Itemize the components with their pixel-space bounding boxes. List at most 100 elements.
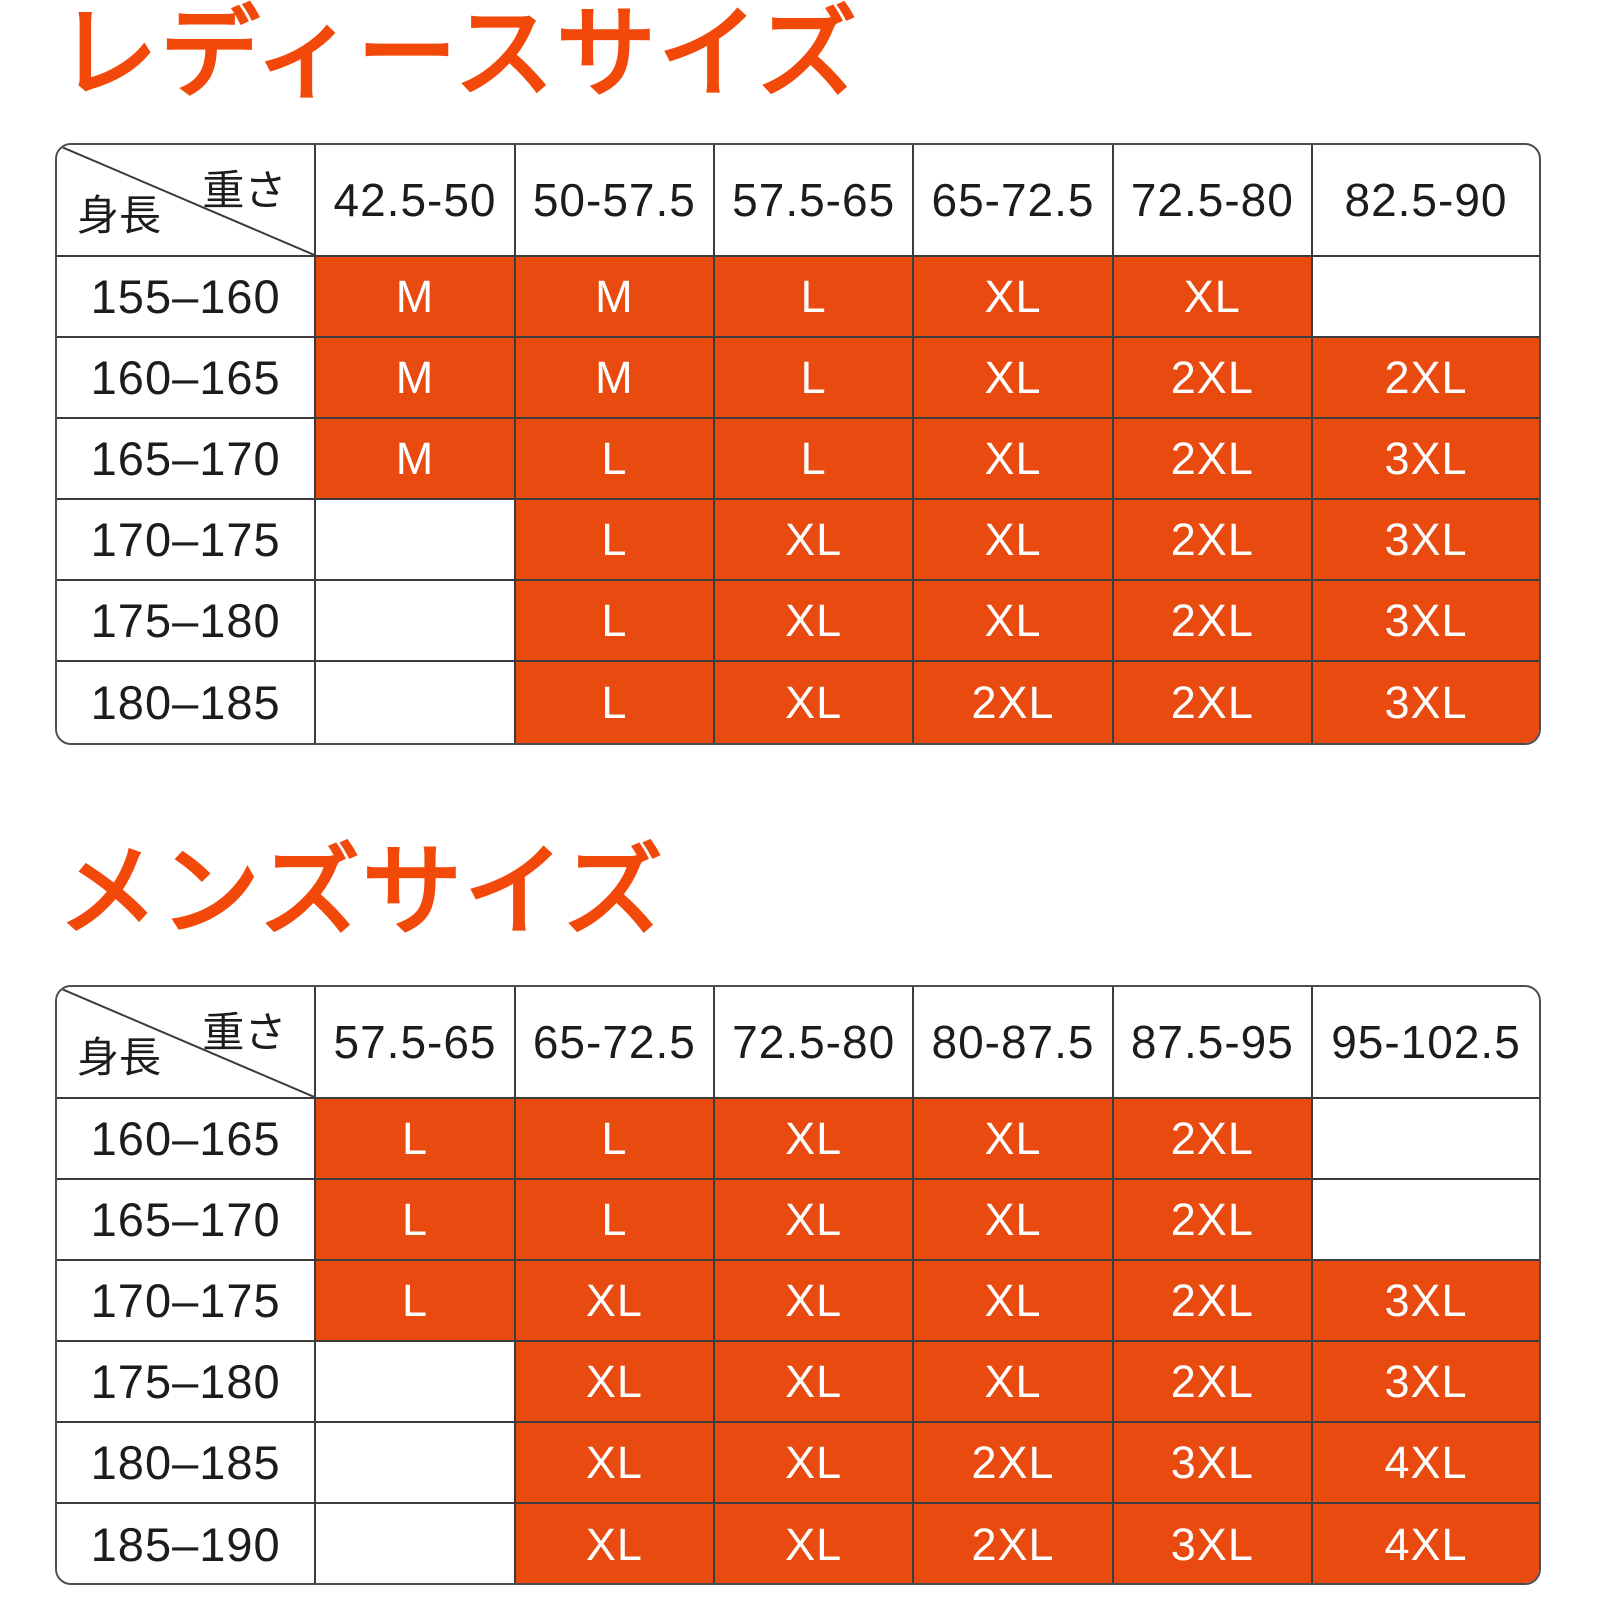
size-cell: 2XL (1113, 662, 1313, 743)
empty-cell (316, 500, 516, 581)
table-row: 155–160 M M L XL XL (57, 257, 1539, 338)
size-cell: L (316, 1099, 516, 1180)
corner-cell: 重さ 身長 (57, 987, 317, 1099)
size-cell: L (515, 1180, 715, 1261)
table-row: 160–165 L L XL XL 2XL (57, 1099, 1539, 1180)
size-cell: 3XL (1312, 662, 1539, 743)
table-row: 165–170 L L XL XL 2XL (57, 1180, 1539, 1261)
size-cell: XL (515, 1342, 715, 1423)
size-cell: 3XL (1312, 419, 1539, 500)
weight-column-header: 42.5-50 (316, 145, 516, 257)
size-cell: XL (914, 1342, 1114, 1423)
weight-column-header: 65-72.5 (515, 987, 715, 1099)
weight-column-header: 87.5-95 (1113, 987, 1313, 1099)
size-cell: L (316, 1180, 516, 1261)
size-cell: L (715, 419, 915, 500)
size-cell: XL (715, 1504, 915, 1583)
women-size-table-wrap: 重さ 身長 42.5-50 50-57.5 57.5-65 65-72.5 72.5-80 8… (55, 143, 1541, 745)
empty-cell (316, 1423, 516, 1504)
height-row-header: 175–180 (57, 1342, 317, 1423)
size-cell: XL (515, 1261, 715, 1342)
size-cell: XL (715, 662, 915, 743)
size-cell: XL (715, 1261, 915, 1342)
table-row: 180–185 L XL 2XL 2XL 3XL (57, 662, 1539, 743)
women-size-title: レディースサイズ (58, 0, 859, 110)
size-cell: 2XL (914, 1423, 1114, 1504)
size-cell: XL (515, 1423, 715, 1504)
size-cell: XL (715, 1423, 915, 1504)
table-row: 185–190 XL XL 2XL 3XL 4XL (57, 1504, 1539, 1583)
size-cell: L (515, 419, 715, 500)
size-cell: 2XL (1113, 1099, 1313, 1180)
empty-cell (316, 581, 516, 662)
size-cell: L (515, 581, 715, 662)
size-cell: 3XL (1113, 1423, 1313, 1504)
size-cell: 2XL (1113, 419, 1313, 500)
height-row-header: 185–190 (57, 1504, 317, 1583)
height-row-header: 170–175 (57, 500, 317, 581)
height-row-header: 175–180 (57, 581, 317, 662)
size-cell: XL (1113, 257, 1313, 338)
size-cell: XL (515, 1504, 715, 1583)
table-row: 170–175 L XL XL 2XL 3XL (57, 500, 1539, 581)
size-cell: XL (914, 500, 1114, 581)
size-cell: XL (914, 419, 1114, 500)
size-cell: L (715, 257, 915, 338)
height-row-header: 155–160 (57, 257, 317, 338)
empty-cell (316, 662, 516, 743)
height-row-header: 165–170 (57, 419, 317, 500)
corner-weight-label: 重さ (202, 1009, 287, 1056)
size-cell: 2XL (1312, 338, 1539, 419)
size-cell: 2XL (1113, 500, 1313, 581)
weight-column-header: 57.5-65 (715, 145, 915, 257)
size-cell: XL (715, 1342, 915, 1423)
size-cell: L (316, 1261, 516, 1342)
size-cell: M (515, 257, 715, 338)
size-cell: XL (715, 500, 915, 581)
corner-height-label: 身長 (77, 1034, 162, 1081)
corner-cell: 重さ 身長 (57, 145, 317, 257)
height-row-header: 160–165 (57, 338, 317, 419)
table-row: 175–180 XL XL XL 2XL 3XL (57, 1342, 1539, 1423)
men-size-table: 重さ 身長 57.5-65 65-72.5 72.5-80 80-87.5 87.5-95 9… (57, 987, 1539, 1583)
size-cell: XL (914, 1261, 1114, 1342)
empty-cell (316, 1504, 516, 1583)
size-cell: M (316, 257, 516, 338)
height-row-header: 170–175 (57, 1261, 317, 1342)
weight-column-header: 72.5-80 (715, 987, 915, 1099)
height-row-header: 165–170 (57, 1180, 317, 1261)
size-cell: L (515, 1099, 715, 1180)
size-cell: XL (715, 1099, 915, 1180)
size-cell: XL (914, 338, 1114, 419)
size-cell: L (515, 662, 715, 743)
size-cell: XL (914, 257, 1114, 338)
corner-height-label: 身長 (77, 192, 162, 239)
empty-cell (1312, 257, 1539, 338)
size-cell: M (515, 338, 715, 419)
table-row: 160–165 M M L XL 2XL 2XL (57, 338, 1539, 419)
diagonal-divider-line (57, 987, 314, 1097)
size-cell: 4XL (1312, 1423, 1539, 1504)
weight-column-header: 95-102.5 (1312, 987, 1539, 1099)
men-size-title: メンズサイズ (58, 836, 665, 948)
table-row: 180–185 XL XL 2XL 3XL 4XL (57, 1423, 1539, 1504)
size-cell: 3XL (1312, 581, 1539, 662)
women-size-table: 重さ 身長 42.5-50 50-57.5 57.5-65 65-72.5 72.5-80 8… (57, 145, 1539, 743)
size-cell: 2XL (1113, 1261, 1313, 1342)
size-cell: 3XL (1312, 1261, 1539, 1342)
weight-column-header: 72.5-80 (1113, 145, 1313, 257)
size-cell: 2XL (914, 1504, 1114, 1583)
size-cell: 2XL (914, 662, 1114, 743)
weight-column-header: 50-57.5 (515, 145, 715, 257)
table-row: 175–180 L XL XL 2XL 3XL (57, 581, 1539, 662)
size-cell: 2XL (1113, 338, 1313, 419)
table-row: 165–170 M L L XL 2XL 3XL (57, 419, 1539, 500)
diagonal-divider-line (57, 145, 314, 255)
size-cell: XL (715, 581, 915, 662)
corner-weight-label: 重さ (202, 167, 287, 214)
men-size-table-wrap: 重さ 身長 57.5-65 65-72.5 72.5-80 80-87.5 87.5-95 9… (55, 985, 1541, 1585)
size-cell: 2XL (1113, 1180, 1313, 1261)
height-row-header: 180–185 (57, 1423, 317, 1504)
size-cell: 4XL (1312, 1504, 1539, 1583)
size-cell: XL (914, 1099, 1114, 1180)
